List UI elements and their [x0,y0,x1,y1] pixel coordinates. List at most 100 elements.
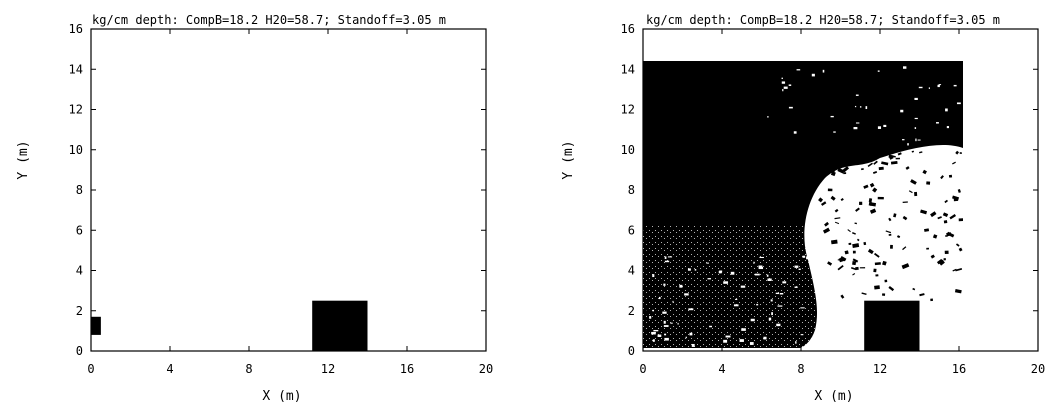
speckle [852,243,860,248]
speckle [689,332,693,336]
right-y-tick-label: 14 [621,62,635,76]
speckle [956,102,961,105]
speckle [882,260,887,266]
speckle [754,273,760,276]
left-x-tick-label: 4 [166,362,173,376]
right-y-ticks: 0 2 4 6 8 10 12 14 16 [621,22,1038,358]
speckle [881,161,889,166]
speckle [930,254,935,259]
speckle [902,246,907,251]
right-panel: kg/cm depth: CompB=18.2 H20=58.7; Stando… [561,13,1045,404]
speckle [843,172,847,175]
left-x-tick-label: 20 [479,362,493,376]
speckle [781,81,786,84]
speckle [794,286,798,288]
speckle [854,105,857,108]
speckle [658,296,661,300]
right-y-axis-label: Y (m) [561,140,576,179]
speckle [782,89,784,92]
speckle [919,151,923,154]
speckle [677,322,679,325]
speckle [873,160,878,165]
speckle [707,278,711,280]
speckle [830,239,838,245]
speckle [937,84,940,88]
speckle [793,131,797,134]
speckle [758,265,763,268]
right-y-tick-label: 8 [628,183,635,197]
speckle [874,262,881,266]
speckle [806,256,809,260]
left-x-ticks: 0 4 8 12 16 20 [87,29,493,376]
left-x-axis-label: X (m) [262,389,301,404]
speckle [877,196,884,200]
speckle [788,106,793,109]
speckle [911,150,915,153]
speckle [777,324,780,327]
speckle [890,244,893,249]
speckle [937,216,942,220]
speckle [859,267,866,269]
speckle [649,316,652,319]
speckle [884,279,888,283]
right-y-tick-label: 0 [628,344,635,358]
speckle [802,255,806,258]
speckle [917,139,921,141]
left-y-ticks: 0 2 4 6 8 10 12 14 16 [69,22,486,358]
speckle [905,166,910,170]
speckle [873,268,877,273]
speckle [869,208,877,214]
speckle [750,318,755,322]
left-plot-frame [90,28,487,352]
speckle [883,124,887,128]
speckle [946,232,952,237]
speckle [663,320,666,324]
speckle [953,84,957,87]
speckle [821,169,826,174]
cavity-region [800,145,963,348]
speckle [779,292,784,295]
right-x-tick-label: 12 [873,362,887,376]
speckle [938,84,942,86]
speckle [830,195,836,201]
right-plot-title: kg/cm depth: CompB=18.2 H20=58.7; Stando… [646,13,1000,27]
left-x-tick-label: 0 [87,362,94,376]
speckle [740,285,746,288]
speckle [723,281,729,284]
speckle [869,182,875,188]
speckle [874,285,880,290]
speckle [852,260,857,266]
speckle [854,222,858,225]
speckle [842,166,850,173]
speckle [684,293,689,296]
speckle [820,201,827,206]
speckle [888,285,895,292]
speckle [800,307,805,309]
speckle [855,122,860,124]
cavity-speckles [818,148,963,302]
speckle [771,312,773,316]
right-x-tick-label: 16 [952,362,966,376]
speckle [920,209,928,215]
speckle [893,213,897,218]
left-regions [91,300,368,351]
speckle [952,195,960,201]
speckle [938,259,945,266]
right-x-tick-label: 0 [639,362,646,376]
speckle [781,77,783,80]
speckle [840,294,845,299]
right-x-tick-label: 8 [797,362,804,376]
speckle [955,267,963,272]
speckle [691,343,695,347]
speckle [942,212,949,217]
speckle [863,241,867,246]
left-y-tick-label: 6 [76,223,83,237]
speckle [859,148,865,154]
speckle [753,261,755,264]
speckle [928,87,930,90]
speckle [914,117,918,120]
speckle [908,190,913,194]
speckle [652,339,655,342]
speckle [885,230,892,234]
speckle [767,116,769,118]
